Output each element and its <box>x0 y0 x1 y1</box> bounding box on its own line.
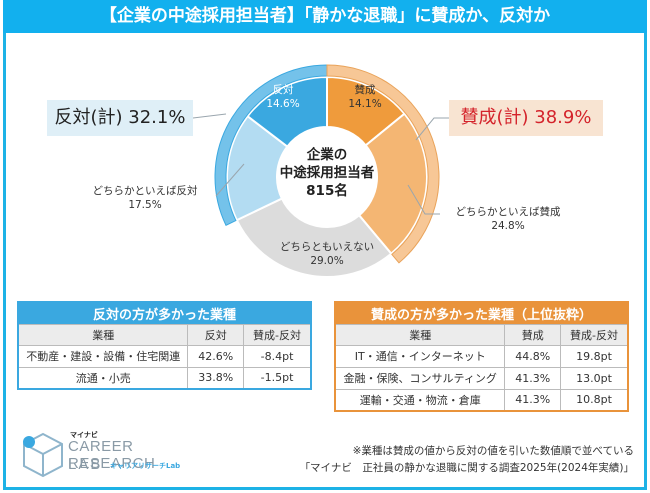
industry-cell: IT・通信・インターネット <box>334 344 506 368</box>
table-row: 不動産・建設・設備・住宅関連 42.6% -8.4pt <box>17 344 312 368</box>
footnote: ※業種は賛成の値から反対の値を引いた数値順で並べている 「マイナビ 正社員の静か… <box>300 443 634 477</box>
logo-kana: キャリアリサーチLab <box>110 462 181 470</box>
column-header: 賛成-反対 <box>243 323 312 346</box>
footnote-source: 「マイナビ 正社員の静かな退職に関する調査2025年(2024年実績)」 <box>299 462 634 474</box>
diff-cell: 19.8pt <box>560 344 629 368</box>
support-total-arc <box>326 64 440 264</box>
table-row: 流通・小売 33.8% -1.5pt <box>17 366 312 390</box>
table-row: IT・通信・インターネット 44.8% 19.8pt <box>334 344 629 368</box>
logo-name-line2: LAB <box>68 456 103 473</box>
oppose-cell: 33.8% <box>187 366 245 390</box>
slice-label-value: 14.1% <box>348 98 382 110</box>
table-row: 運輸・交通・物流・倉庫 41.3% 10.8pt <box>334 388 629 412</box>
column-header: 反対 <box>187 323 245 346</box>
donut-hole <box>277 127 377 227</box>
leader-line-somewhat-oppose <box>215 163 245 197</box>
industry-cell: 金融・保険、コンサルティング <box>334 366 506 390</box>
slice-label-value: 14.6% <box>266 98 300 110</box>
support-cell: 41.3% <box>504 388 562 412</box>
column-header: 業種 <box>334 323 506 346</box>
table-row: 金融・保険、コンサルティング 41.3% 13.0pt <box>334 366 629 390</box>
slice-label-value: 17.5% <box>128 199 162 211</box>
diff-cell: -8.4pt <box>243 344 312 368</box>
career-research-lab-logo: マイナビ CAREER RESEARCH LAB キャリアリサーチLab <box>20 430 210 480</box>
support-cell: 41.3% <box>504 366 562 390</box>
diff-cell: -1.5pt <box>243 366 312 390</box>
slice-label-text: どちらかといえば賛成 <box>455 206 561 218</box>
industry-cell: 流通・小売 <box>17 366 189 390</box>
industry-cell: 運輸・交通・物流・倉庫 <box>334 388 506 412</box>
center-label-count: 815名 <box>306 183 348 199</box>
center-label-line: 企業の <box>306 147 348 163</box>
center-label-line: 中途採用担当者 <box>279 165 375 181</box>
leader-line-somewhat-support <box>407 184 440 215</box>
table-caption: 反対の方が多かった業種 <box>18 302 311 324</box>
column-header: 業種 <box>17 323 189 346</box>
support-cell: 44.8% <box>504 344 562 368</box>
donut-center-label: 企業の 中途採用担当者 815名 <box>277 146 377 200</box>
slice-label-text: 賛成 <box>354 84 376 96</box>
table-caption: 賛成の方が多かった業種（上位抜粋） <box>335 302 628 324</box>
logo-name-line1: CAREER RESEARCH <box>68 438 156 472</box>
industry-cell: 不動産・建設・設備・住宅関連 <box>17 344 189 368</box>
oppose-total-callout: 反対(計) 32.1% <box>47 100 193 136</box>
slice-label-somewhat-oppose: どちらかといえば反対 17.5% <box>80 184 210 212</box>
support-total-callout: 賛成(計) 38.9% <box>449 100 603 136</box>
slice-label-somewhat-support: どちらかといえば賛成 24.8% <box>443 205 573 233</box>
slice-label-text: どちらともいえない <box>279 241 375 253</box>
slice-label-oppose: 反対 14.6% <box>258 83 308 111</box>
oppose-cell: 42.6% <box>187 344 245 368</box>
column-header: 賛成 <box>504 323 562 346</box>
footnote-note: ※業種は賛成の値から反対の値を引いた数値順で並べている <box>352 445 634 457</box>
oppose-industries-table: 反対の方が多かった業種 業種 反対 賛成-反対 不動産・建設・設備・住宅関連 4… <box>17 301 312 390</box>
slice-label-neutral: どちらともいえない 29.0% <box>262 240 392 268</box>
slice-label-text: どちらかといえば反対 <box>92 185 198 197</box>
slice-label-value: 29.0% <box>310 255 344 267</box>
slice-label-text: 反対 <box>272 84 294 96</box>
diff-cell: 10.8pt <box>560 388 629 412</box>
column-header: 賛成-反対 <box>560 323 629 346</box>
slice-label-value: 24.8% <box>491 220 525 232</box>
leader-line-oppose-total <box>192 113 227 119</box>
support-industries-table: 賛成の方が多かった業種（上位抜粋） 業種 賛成 賛成-反対 IT・通信・インター… <box>334 301 629 412</box>
logo-brand: マイナビ <box>70 431 98 439</box>
chart-title: 【企業の中途採用担当者】「静かな退職」に賛成か、反対か <box>3 0 647 33</box>
logo-cube-icon <box>23 432 63 478</box>
leader-line-support-total <box>415 117 450 141</box>
slice-label-support: 賛成 14.1% <box>340 83 390 111</box>
diff-cell: 13.0pt <box>560 366 629 390</box>
